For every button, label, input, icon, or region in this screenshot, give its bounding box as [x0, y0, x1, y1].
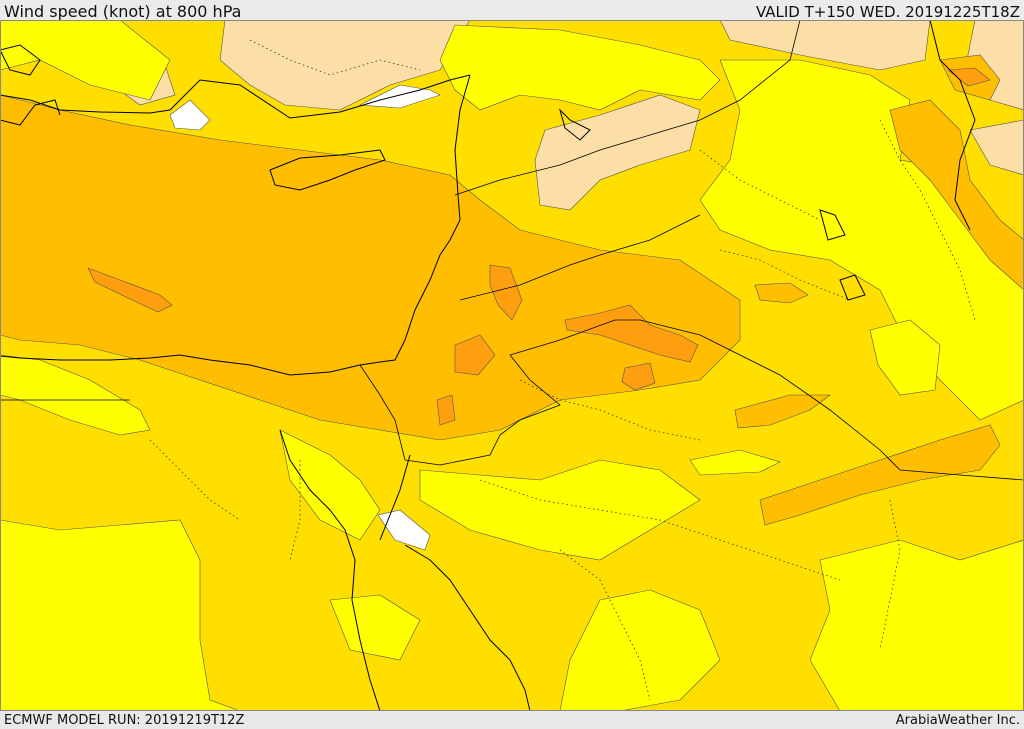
model-run-label: ECMWF MODEL RUN: 20191219T12Z — [4, 713, 245, 728]
valid-time: VALID T+150 WED. 20191225T18Z — [755, 3, 1020, 21]
credit-label: ArabiaWeather Inc. — [895, 713, 1020, 728]
map-header: Wind speed (knot) at 800 hPa VALID T+150… — [0, 0, 1024, 21]
wind-speed-map — [0, 20, 1024, 711]
map-title: Wind speed (knot) at 800 hPa — [4, 2, 242, 21]
map-footer: ECMWF MODEL RUN: 20191219T12Z ArabiaWeat… — [0, 711, 1024, 729]
